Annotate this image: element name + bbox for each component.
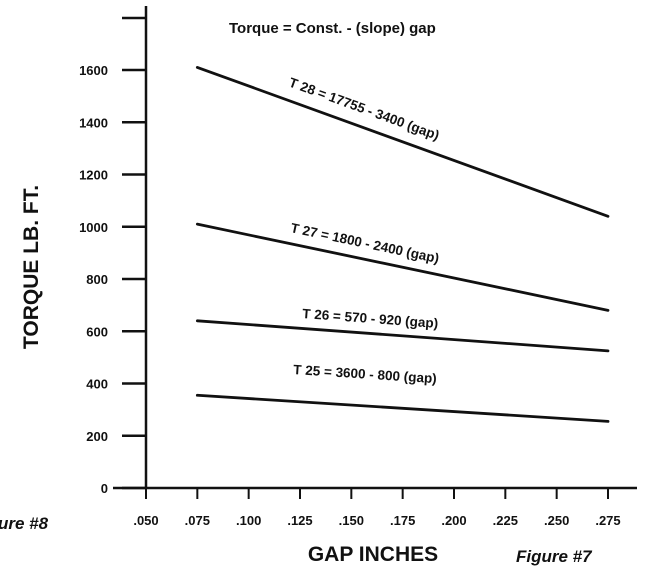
series-line xyxy=(195,319,610,353)
series-label: T 26 = 570 - 920 (gap) xyxy=(302,306,439,331)
figure-label-right: Figure #7 xyxy=(516,547,593,566)
series-line xyxy=(195,65,610,218)
y-tick-label: 600 xyxy=(86,324,108,339)
series-labels: T 28 = 17755 - 3400 (gap)T 27 = 1800 - 2… xyxy=(287,75,441,386)
x-tick-label: .125 xyxy=(287,513,312,528)
y-tick-label: 1200 xyxy=(79,168,108,183)
x-tick-label: .250 xyxy=(544,513,569,528)
x-tick-label: .050 xyxy=(133,513,158,528)
y-tick-label: 400 xyxy=(86,377,108,392)
series-line xyxy=(195,222,610,312)
series-lines xyxy=(195,65,610,423)
series-label: T 25 = 3600 - 800 (gap) xyxy=(293,362,437,386)
x-tick-label: .200 xyxy=(441,513,466,528)
y-tick-label: 0 xyxy=(101,481,108,496)
y-ticks: 0 200 400 600 800 1000 1200 1400 1600 xyxy=(79,16,146,496)
x-ticks: .050 .075 .100 .125 .150 .175 .200 .225 .250 .275 xyxy=(133,488,621,528)
y-tick-label: 800 xyxy=(86,272,108,287)
figure-label-left: ure #8 xyxy=(0,514,49,533)
x-tick-label: .275 xyxy=(595,513,620,528)
y-tick-label: 1600 xyxy=(79,63,108,78)
chart-title: Torque = Const. - (slope) gap xyxy=(229,20,436,37)
y-tick-label: 200 xyxy=(86,429,108,444)
x-tick-label: .150 xyxy=(339,513,364,528)
y-tick-label: 1000 xyxy=(79,220,108,235)
y-tick-label: 1400 xyxy=(79,115,108,130)
x-tick-label: .100 xyxy=(236,513,261,528)
x-axis-title: GAP INCHES xyxy=(308,543,438,566)
series-line xyxy=(195,393,610,423)
y-axis-title: TORQUE LB. FT. xyxy=(20,185,43,349)
x-tick-label: .075 xyxy=(185,513,210,528)
x-tick-label: .225 xyxy=(493,513,518,528)
x-tick-label: .175 xyxy=(390,513,415,528)
